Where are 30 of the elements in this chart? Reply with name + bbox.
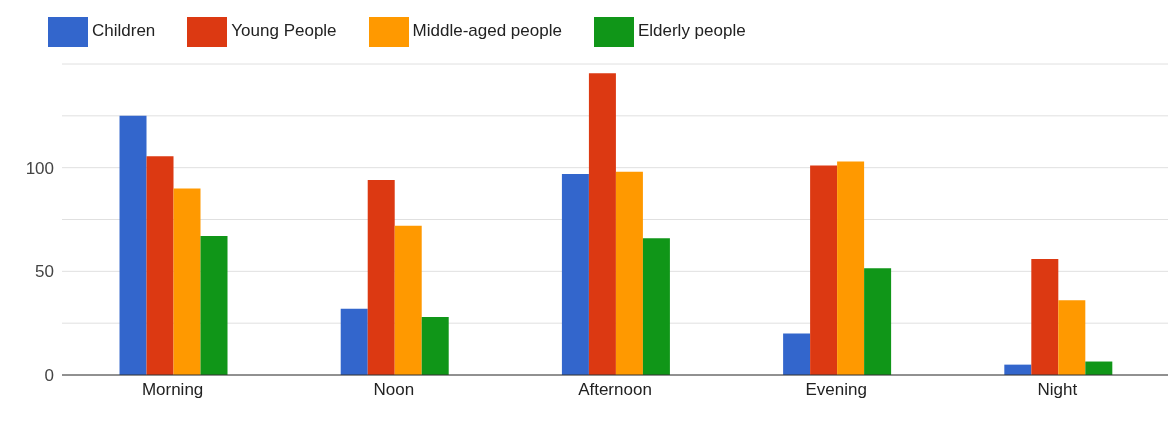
bar <box>421 316 449 375</box>
x-tick-label: Night <box>1037 380 1078 400</box>
bar <box>173 188 201 375</box>
bar <box>588 73 616 375</box>
bar <box>561 173 589 375</box>
bar <box>615 171 643 375</box>
bar <box>340 308 368 375</box>
y-tick-label: 0 <box>44 366 54 386</box>
bar <box>367 180 395 375</box>
bar <box>783 333 811 375</box>
bar <box>146 156 174 375</box>
x-tick-label: Morning <box>141 380 204 400</box>
bar <box>394 225 422 375</box>
bar <box>200 236 228 375</box>
y-tick-label: 50 <box>35 262 54 282</box>
legend-label: Middle-aged people <box>412 21 562 41</box>
legend-label: Children <box>92 21 156 41</box>
legend-label: Elderly people <box>637 21 746 41</box>
bar <box>1058 300 1086 375</box>
legend-label: Young People <box>231 21 337 41</box>
bar <box>810 165 838 375</box>
bar <box>1031 258 1059 375</box>
bar <box>119 115 147 375</box>
x-tick-label: Noon <box>373 380 415 400</box>
bar <box>864 268 892 375</box>
x-tick-label: Afternoon <box>578 380 652 400</box>
x-tick-label: Evening <box>805 380 867 400</box>
bar <box>837 161 865 375</box>
y-tick-label: 100 <box>25 158 54 178</box>
bar <box>642 238 670 375</box>
